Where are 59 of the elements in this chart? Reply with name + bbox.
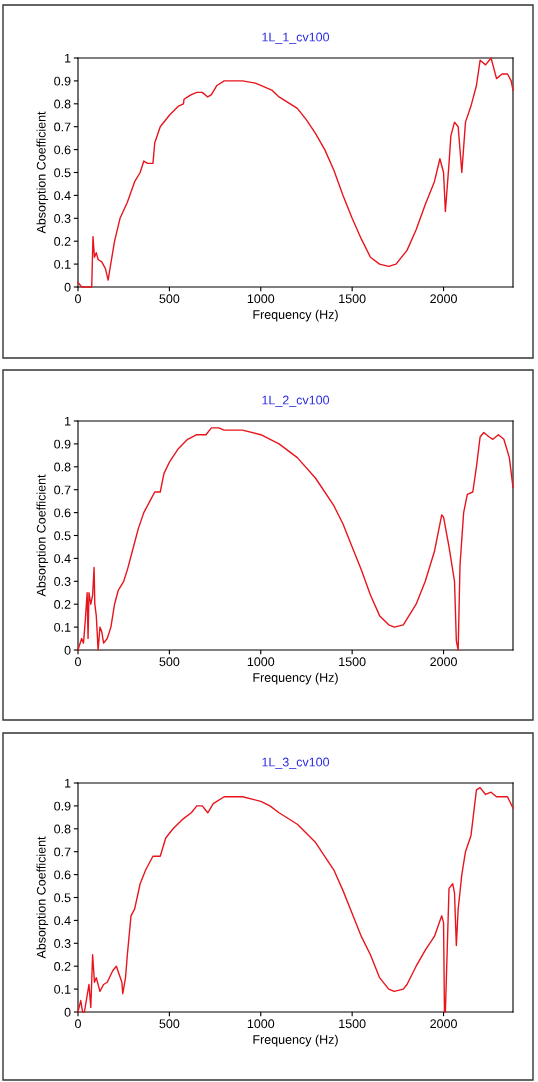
y-tick-label: 1 bbox=[65, 778, 71, 788]
x-axis-title: Frequency (Hz) bbox=[253, 1034, 338, 1047]
y-tick-label: 0.9 bbox=[54, 439, 71, 449]
y-tick-label: 0.1 bbox=[54, 984, 71, 994]
chart-title: 1L_2_cv100 bbox=[262, 395, 330, 407]
y-tick-label: 0.8 bbox=[54, 99, 71, 109]
x-tick-label: 1500 bbox=[339, 1019, 366, 1029]
y-axis-title: Absorption Coefficient bbox=[36, 111, 49, 234]
y-tick-label: 1 bbox=[65, 416, 71, 426]
y-tick-label: 0.9 bbox=[54, 801, 71, 811]
x-axis-title: Frequency (Hz) bbox=[253, 672, 338, 685]
x-tick-label: 1000 bbox=[247, 294, 275, 304]
y-tick-label: 0.8 bbox=[54, 462, 71, 472]
y-tick-label: 1 bbox=[65, 53, 71, 63]
y-tick-label: 0.6 bbox=[54, 508, 71, 518]
y-tick-label: 0.3 bbox=[54, 939, 71, 948]
x-axis-title: Frequency (Hz) bbox=[253, 309, 338, 322]
y-tick-label: 0 bbox=[64, 1007, 71, 1017]
y-tick-label: 0.2 bbox=[54, 962, 71, 971]
y-tick-label: 0 bbox=[64, 645, 71, 655]
y-tick-label: 0.5 bbox=[54, 168, 71, 178]
chart-title: 1L_3_cv100 bbox=[262, 757, 330, 769]
x-tick-label: 0 bbox=[75, 657, 81, 667]
y-tick-label: 0.7 bbox=[54, 485, 71, 495]
line-series bbox=[77, 57, 514, 288]
y-tick-label: 0.2 bbox=[54, 237, 71, 246]
y-tick-label: 0.1 bbox=[54, 259, 71, 269]
y-tick-label: 0 bbox=[64, 282, 71, 292]
line-series bbox=[77, 786, 514, 1013]
y-tick-label: 0.1 bbox=[54, 622, 71, 632]
x-tick-label: 1000 bbox=[247, 1019, 275, 1029]
y-axis-title: Absorption Coefficient bbox=[36, 474, 49, 597]
x-tick-label: 0 bbox=[75, 294, 81, 304]
x-tick-label: 1500 bbox=[339, 657, 366, 667]
y-tick-label: 0.3 bbox=[54, 577, 71, 586]
x-tick-label: 2000 bbox=[430, 294, 457, 304]
x-tick-label: 0 bbox=[75, 1019, 81, 1029]
x-tick-label: 2000 bbox=[430, 1019, 457, 1029]
x-tick-label: 500 bbox=[159, 657, 180, 667]
y-tick-label: 0.5 bbox=[54, 531, 71, 541]
chart-title: 1L_1_cv100 bbox=[262, 32, 330, 44]
x-tick-label: 1000 bbox=[247, 657, 275, 667]
y-tick-label: 0.8 bbox=[54, 824, 71, 834]
y-tick-label: 0.6 bbox=[54, 870, 71, 880]
y-axis-title: Absorption Coefficient bbox=[36, 836, 49, 959]
y-tick-label: 0.4 bbox=[54, 554, 71, 564]
x-tick-label: 500 bbox=[159, 294, 180, 304]
y-tick-label: 0.6 bbox=[54, 145, 71, 155]
y-tick-label: 0.2 bbox=[54, 600, 71, 609]
y-tick-label: 0.3 bbox=[54, 214, 71, 223]
y-tick-label: 0.4 bbox=[54, 916, 71, 926]
y-tick-label: 0.5 bbox=[54, 893, 71, 903]
y-tick-label: 0.7 bbox=[54, 122, 71, 132]
y-tick-label: 0.7 bbox=[54, 847, 71, 857]
x-tick-label: 500 bbox=[159, 1019, 180, 1029]
y-tick-label: 0.4 bbox=[54, 191, 71, 201]
x-tick-label: 1500 bbox=[339, 294, 366, 304]
y-tick-label: 0.9 bbox=[54, 76, 71, 86]
x-tick-label: 2000 bbox=[430, 657, 457, 667]
